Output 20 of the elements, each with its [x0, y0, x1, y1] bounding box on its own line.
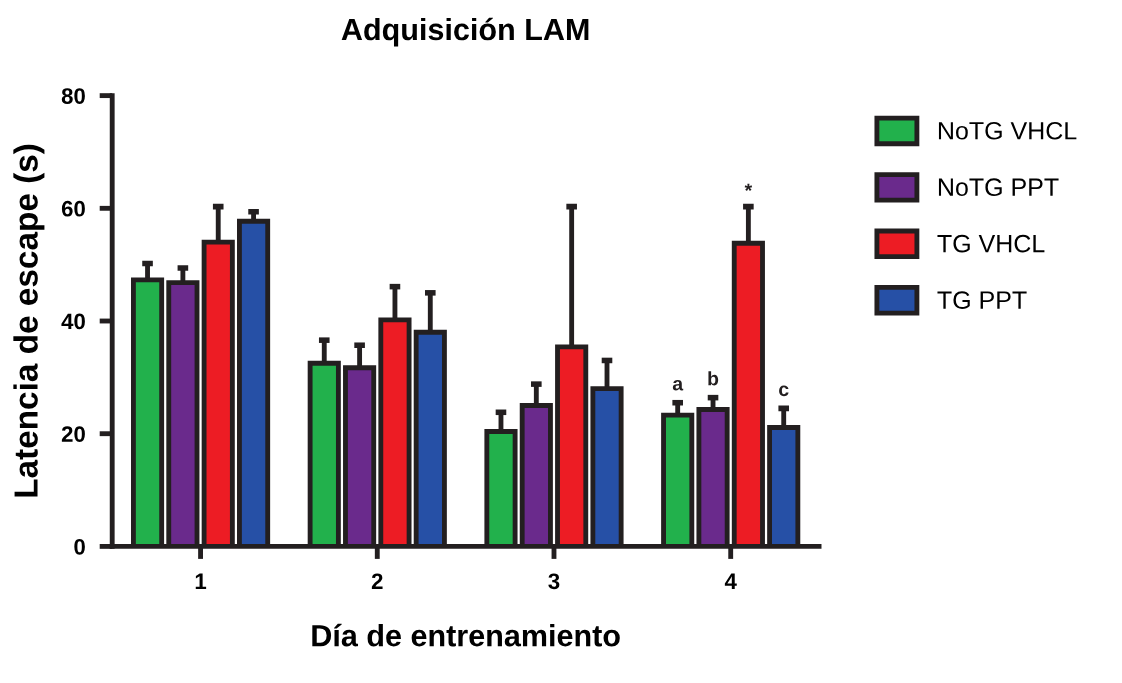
legend-label: NoTG PPT: [938, 178, 1059, 197]
y-tick-label: 40: [61, 313, 85, 330]
x-tick-label: 4: [724, 573, 737, 589]
x-tick-label: 3: [548, 573, 560, 590]
annotation: a: [672, 379, 684, 391]
y-tick-label: 60: [61, 200, 85, 217]
y-tick-label: 80: [61, 88, 85, 104]
chart-title: Adquisición LAM: [341, 17, 589, 47]
x-tick-label: 2: [371, 573, 383, 589]
annotation: b: [708, 371, 719, 386]
annotation: *: [744, 183, 753, 191]
legend-label: NoTG VHCL: [938, 121, 1077, 140]
y-tick-label: 20: [61, 426, 85, 442]
x-tick-label: 1: [195, 573, 207, 589]
legend-label: TG VHCL: [937, 234, 1045, 253]
y-axis-title: Latencia de escape (s): [13, 144, 45, 497]
y-tick-label: 0: [74, 538, 85, 555]
annotation: c: [779, 385, 789, 397]
x-axis-title: Día de entrenamiento: [312, 623, 620, 647]
legend-label: TG PPT: [937, 291, 1027, 309]
